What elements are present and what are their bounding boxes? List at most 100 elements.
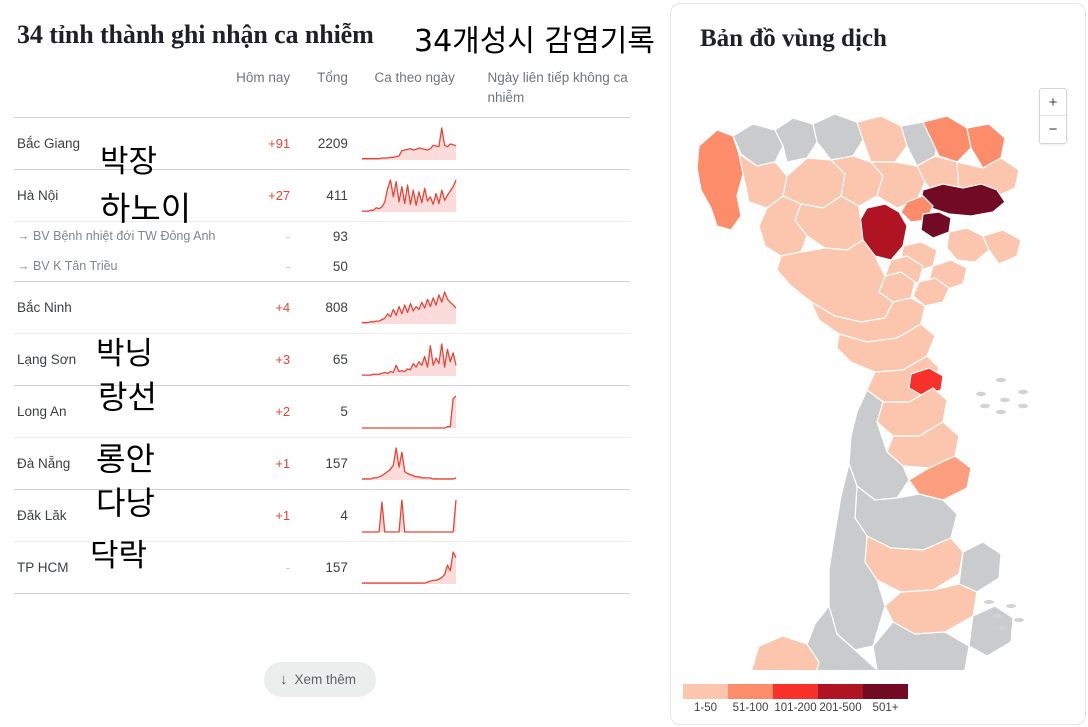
down-arrow-icon: ↓ (279, 671, 288, 688)
table-header: Hôm nay Tổng Ca theo ngày Ngày liên tiếp… (14, 68, 630, 118)
zoom-in-button[interactable]: + (1040, 89, 1066, 116)
total-count: 808 (294, 281, 354, 335)
total-count: 65 (294, 333, 354, 387)
load-more-button[interactable]: ↓ Xem thêm (263, 662, 377, 697)
region-lao-cai[interactable] (732, 123, 784, 167)
legend-swatch (683, 684, 728, 699)
table-row[interactable]: Đà Nẵng +1 157 (14, 437, 630, 491)
streak-cell (475, 281, 630, 335)
page-title: 34 tỉnh thành ghi nhận ca nhiễm (17, 20, 374, 49)
region-nam-dinh[interactable] (912, 277, 950, 307)
today-count: +91 (215, 117, 295, 171)
province-name: Đà Nẵng (14, 437, 216, 491)
daily-cases-sparkline (353, 251, 476, 283)
region-bac-giang[interactable] (920, 183, 1006, 217)
daily-cases-sparkline (353, 117, 476, 171)
sparkline-svg (361, 342, 457, 376)
total-count: 157 (294, 541, 354, 595)
map-zoom-controls: + − (1039, 88, 1067, 144)
province-name: Lạng Sơn (14, 333, 216, 387)
sparkline-svg (361, 126, 457, 160)
region-khanh-hoa[interactable] (872, 621, 970, 670)
daily-cases-sparkline (353, 333, 476, 387)
legend-item: 101-200 (773, 684, 818, 714)
sparkline-svg (361, 178, 457, 212)
region-hoa-binh-n[interactable] (758, 195, 808, 257)
streak-cell (475, 333, 630, 387)
legend-item: 501+ (863, 684, 908, 714)
region-phu-yen[interactable] (968, 605, 1014, 657)
region-tay-ninh[interactable] (750, 635, 820, 670)
legend-label: 501+ (872, 702, 899, 714)
province-name: Bắc Giang (14, 117, 216, 171)
table-subrow[interactable]: → BV K Tân Triều -50 (14, 251, 630, 283)
table-subrow[interactable]: → BV Bệnh nhiệt đới TW Đông Anh - 93 (14, 222, 630, 252)
map-regions (696, 113, 1022, 670)
streak-cell (475, 541, 630, 595)
vietnam-map[interactable] (671, 50, 1085, 670)
today-count: +4 (215, 281, 295, 335)
table-body: Bắc Giang +91 2209 Hà Nội +27 411 → BV Bệnh nh… (14, 117, 630, 595)
legend-label: 51-100 (732, 702, 769, 714)
province-name: → BV Bệnh nhiệt đới TW Đông Anh (17, 229, 216, 244)
load-more-label: Xem thêm (294, 672, 357, 687)
streak-cell (475, 489, 630, 543)
legend-swatch (818, 684, 863, 699)
region-binh-dinh[interactable] (884, 583, 978, 635)
region-bac-ninh[interactable] (920, 211, 952, 239)
total-count: 157 (294, 437, 354, 491)
daily-cases-sparkline (353, 437, 476, 491)
region-tay-nguyen-w[interactable] (828, 461, 886, 651)
legend-item: 1-50 (683, 684, 728, 714)
legend-swatch (728, 684, 773, 699)
table-row[interactable]: Hà Nội +27 411 (14, 169, 630, 223)
vietnam-map-svg[interactable] (671, 50, 1085, 670)
region-lai-chau[interactable] (696, 129, 744, 231)
daily-cases-sparkline (353, 541, 476, 595)
today-count: +2 (215, 385, 295, 439)
island-markers (976, 377, 1028, 630)
region-cao-bang-w[interactable] (812, 113, 864, 161)
legend-item: 201-500 (818, 684, 863, 714)
zoom-out-button[interactable]: − (1040, 116, 1066, 143)
sparkline-svg (361, 446, 457, 480)
table-row[interactable]: TP HCM -157 (14, 541, 630, 595)
province-name: TP HCM (14, 541, 216, 595)
province-name: Hà Nội (14, 169, 216, 223)
total-count: 411 (294, 169, 354, 223)
province-name: → BV K Tân Triều (14, 251, 216, 283)
today-count: +1 (215, 489, 295, 543)
table-row[interactable]: Đăk Lăk +1 4 (14, 489, 630, 543)
daily-cases-sparkline (353, 169, 476, 223)
region-dak-lak[interactable] (803, 604, 878, 670)
total-count: 2209 (294, 117, 354, 171)
today-count: +3 (215, 333, 295, 387)
today-count: - (215, 541, 295, 595)
total-count: 4 (294, 489, 354, 543)
daily-cases-sparkline (354, 222, 476, 252)
region-quang-ngai[interactable] (958, 541, 1002, 593)
column-header-daily: Ca theo ngày (374, 70, 455, 85)
table-row[interactable]: Bắc Giang +91 2209 (14, 117, 630, 171)
streak-cell (475, 117, 630, 171)
load-more-container: ↓ Xem thêm (0, 662, 640, 697)
region-hai-duong[interactable] (946, 227, 990, 263)
legend-label: 101-200 (774, 702, 817, 714)
table-row[interactable]: Lạng Sơn +3 65 (14, 333, 630, 387)
total-count: 50 (294, 251, 354, 283)
sparkline-svg (361, 498, 457, 533)
region-thanh-hoa-w[interactable] (776, 239, 894, 323)
daily-cases-sparkline (353, 281, 476, 335)
region-hai-phong[interactable] (982, 229, 1022, 265)
region-ha-giang[interactable] (774, 117, 818, 163)
today-count: +1 (215, 437, 295, 491)
table-row[interactable]: Bắc Ninh +4 808 (14, 281, 630, 335)
map-title: Bản đồ vùng dịch (700, 25, 887, 52)
region-quang-tri[interactable] (908, 455, 972, 501)
cases-table: Hôm nay Tổng Ca theo ngày Ngày liên tiếp… (14, 68, 630, 595)
table-row[interactable]: Long An +2 5 (14, 385, 630, 439)
legend-swatch (863, 684, 908, 699)
province-name: Đăk Lăk (14, 489, 216, 543)
region-cao-bang[interactable] (856, 115, 908, 163)
